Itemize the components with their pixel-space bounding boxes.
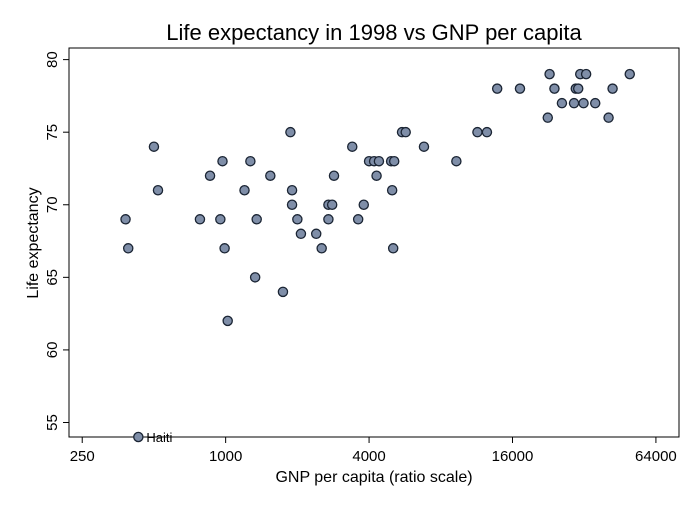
data-point: [245, 155, 256, 167]
y-tick-label: 75: [44, 124, 61, 141]
y-tick-label: 70: [44, 196, 61, 213]
data-point: [400, 126, 411, 138]
data-point: [589, 97, 601, 109]
data-point: [285, 126, 296, 138]
data-point: [316, 243, 327, 254]
data-point: [217, 155, 228, 167]
plot-frame: [68, 47, 680, 438]
data-point: [544, 68, 555, 80]
data-point: [514, 83, 526, 94]
data-point: [387, 243, 399, 254]
data-point: [120, 214, 131, 225]
data-point: [239, 184, 250, 196]
data-point: [578, 97, 589, 109]
data-point: [607, 83, 618, 94]
y-tick-label: 80: [44, 51, 61, 68]
data-point: [292, 214, 303, 225]
point-label: Haiti: [146, 430, 172, 445]
data-point: [328, 170, 340, 181]
data-point: [215, 214, 226, 225]
data-point: [358, 199, 370, 211]
data-point: [326, 199, 338, 211]
data-point: [451, 155, 462, 167]
data-point: [122, 243, 134, 254]
data-points: Haiti: [120, 68, 636, 445]
data-point: [310, 228, 322, 240]
data-point: [472, 126, 483, 138]
data-point: [373, 155, 385, 167]
data-point: [352, 214, 364, 225]
data-point: [286, 199, 298, 211]
data-point: [251, 214, 262, 225]
data-point: [222, 315, 233, 327]
x-tick-label: 16000: [492, 448, 534, 465]
data-point: [542, 112, 554, 123]
data-point: [603, 112, 614, 123]
data-point: [418, 141, 430, 152]
data-point: [624, 68, 636, 80]
data-point: [572, 83, 584, 94]
data-point: [249, 272, 261, 283]
data-point: [295, 228, 307, 240]
x-axis-label: GNP per capita (ratio scale): [275, 469, 472, 486]
x-tick-label: 4000: [352, 448, 385, 465]
data-point: [277, 286, 289, 298]
x-axis: 250 1000 4000 16000 64000: [70, 437, 677, 465]
data-point: [286, 184, 298, 196]
chart-title: Life expectancy in 1998 vs GNP per capit…: [166, 20, 582, 45]
data-point: [194, 214, 206, 225]
data-point: [347, 141, 358, 152]
data-point: [371, 170, 382, 181]
data-point: [323, 214, 334, 225]
data-point: [481, 126, 493, 138]
data-point: [152, 184, 164, 196]
data-point: [148, 141, 160, 152]
data-point: [491, 83, 503, 94]
data-point: [580, 68, 592, 80]
data-point: [549, 83, 560, 94]
y-tick-label: 65: [44, 269, 61, 286]
data-point: [133, 431, 144, 443]
y-tick-label: 55: [44, 414, 61, 431]
data-point: [219, 243, 230, 254]
y-tick-label: 60: [44, 342, 61, 359]
data-point: [386, 184, 398, 196]
data-point: [204, 170, 216, 181]
data-point: [265, 170, 276, 181]
data-point: [568, 97, 580, 109]
data-point: [556, 97, 568, 109]
y-axis: 55 60 65 70 75 80: [44, 51, 69, 431]
x-tick-label: 64000: [635, 448, 677, 465]
y-axis-label: Life expectancy: [25, 187, 42, 298]
x-tick-label: 250: [70, 448, 95, 465]
data-point: [388, 155, 400, 167]
x-tick-label: 1000: [209, 448, 242, 465]
